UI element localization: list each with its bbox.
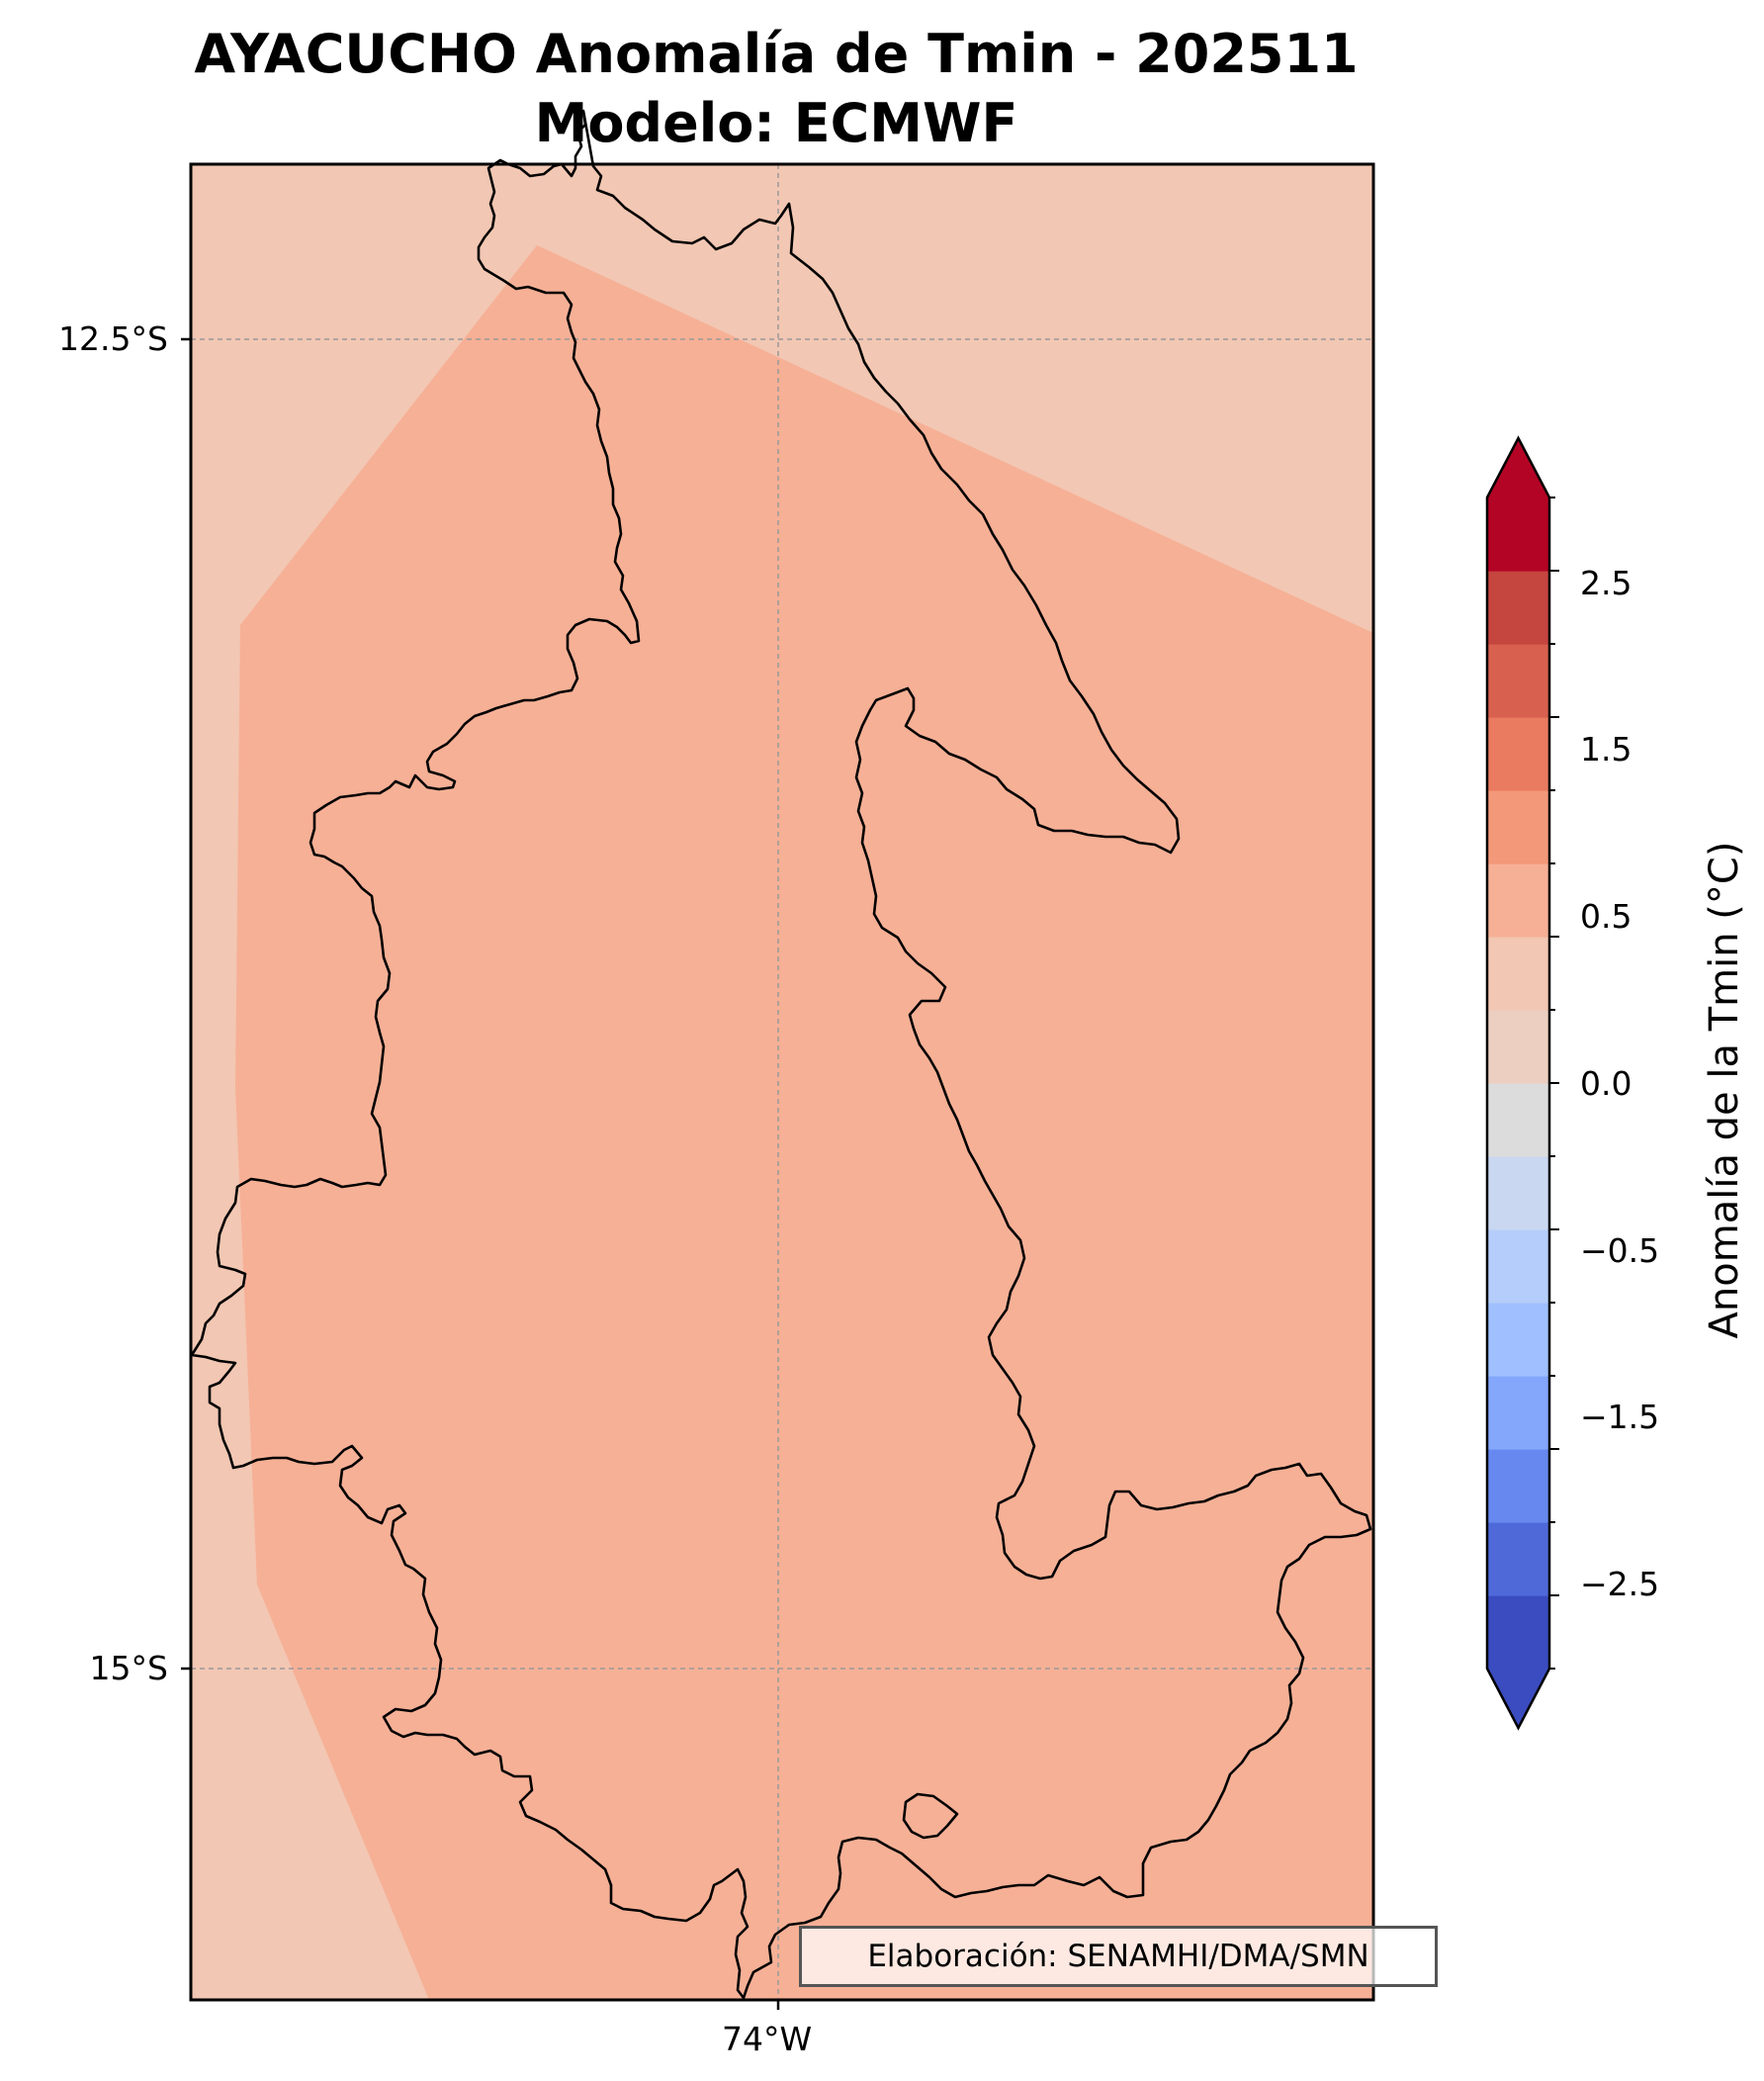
- colorbar-extend-min: [1487, 1669, 1549, 1728]
- colorbar-bin: [1487, 1376, 1549, 1450]
- colorbar-tick-label: −1.5: [1580, 1398, 1660, 1436]
- ayacucho-boundary: [190, 109, 1372, 2000]
- enclave-boundary: [902, 1792, 959, 1840]
- colorbar: [1485, 435, 1559, 1731]
- colorbar-bin: [1487, 498, 1549, 572]
- colorbar-extend-max: [1487, 438, 1549, 498]
- colorbar-bin: [1487, 1303, 1549, 1377]
- anomaly-field-0.75-1.0: [235, 245, 1373, 2000]
- colorbar-bin: [1487, 790, 1549, 864]
- colorbar-bin: [1487, 1229, 1549, 1304]
- colorbar-tick-label: −2.5: [1580, 1565, 1660, 1603]
- colorbar-bin: [1487, 1010, 1549, 1084]
- map-frame: [189, 162, 1375, 2002]
- lon-tick-label-74: 74°W: [722, 2020, 813, 2058]
- colorbar-bin: [1487, 863, 1549, 938]
- colorbar-bin: [1487, 644, 1549, 718]
- colorbar-bin: [1487, 571, 1549, 645]
- lat-tick-label-12.5: 12.5°S: [58, 319, 168, 358]
- credit-box: Elaboración: SENAMHI/DMA/SMN: [799, 1926, 1438, 1987]
- colorbar-tick-label: 0.0: [1580, 1064, 1632, 1103]
- colorbar-bin: [1487, 1156, 1549, 1230]
- lat-tick-label-15: 15°S: [89, 1649, 168, 1687]
- colorbar-bin: [1487, 937, 1549, 1011]
- colorbar-bin: [1487, 1522, 1549, 1596]
- colorbar-tick-label: 1.5: [1580, 730, 1632, 769]
- map-panel: [181, 109, 1375, 2010]
- map-title-line2: Modelo: ECMWF: [534, 92, 1018, 154]
- map-title-line1: AYACUCHO Anomalía de Tmin - 202511: [194, 23, 1359, 85]
- colorbar-tick-label: 0.5: [1580, 897, 1632, 936]
- colorbar-tick-label: 2.5: [1580, 564, 1632, 602]
- colorbar-bin: [1487, 1083, 1549, 1157]
- colorbar-bin: [1487, 717, 1549, 791]
- colorbar-bin: [1487, 1595, 1549, 1670]
- map-title: AYACUCHO Anomalía de Tmin - 202511 Model…: [0, 20, 1552, 158]
- colorbar-label: Anomalía de la Tmin (°C): [1702, 841, 1747, 1339]
- colorbar-tick-label: −0.5: [1580, 1231, 1660, 1270]
- colorbar-bin: [1487, 1449, 1549, 1523]
